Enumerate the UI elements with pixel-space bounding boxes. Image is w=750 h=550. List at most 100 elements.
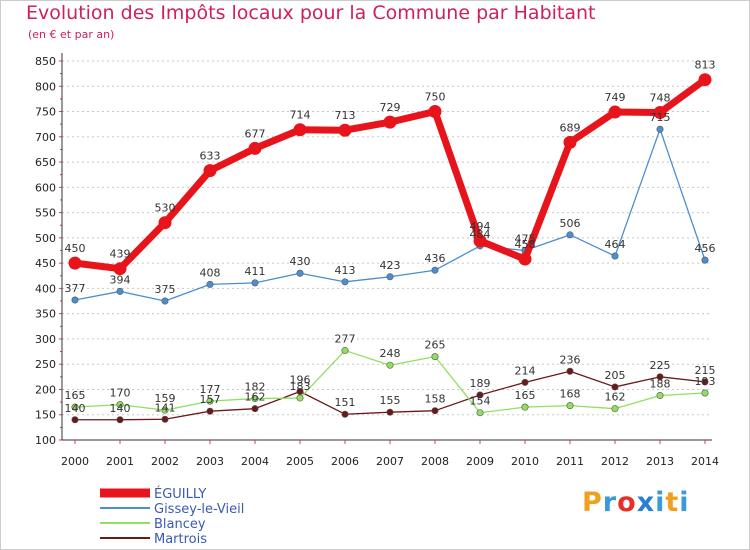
y-tick-label: 650 (35, 156, 56, 169)
data-label: 729 (380, 101, 401, 114)
data-label: 193 (695, 375, 716, 388)
y-tick-label: 150 (35, 409, 56, 422)
x-tick-label: 2001 (106, 455, 134, 468)
data-label: 456 (695, 242, 716, 255)
x-tick-label: 2007 (376, 455, 404, 468)
data-point (698, 73, 712, 87)
y-tick-label: 200 (35, 383, 56, 396)
logo-letter: r (602, 487, 618, 518)
data-label: 633 (200, 150, 221, 163)
data-point (71, 403, 79, 411)
data-label: 750 (425, 91, 446, 104)
data-label: 408 (200, 266, 221, 279)
data-label: 205 (605, 369, 626, 382)
data-point (476, 391, 484, 399)
data-point (158, 216, 172, 230)
axes: 100 150 200 250 300 350 400 450 500 550 600 650 700 7… (35, 53, 719, 468)
data-label: 439 (110, 248, 131, 261)
data-label: 423 (380, 259, 401, 272)
data-label: 430 (290, 255, 311, 268)
x-tick-label: 2012 (601, 455, 629, 468)
data-point (701, 378, 709, 386)
data-label: 170 (110, 387, 131, 400)
data-point (473, 234, 487, 248)
data-point (521, 378, 529, 386)
legend-label: Gissey-le-Vieil (154, 502, 244, 517)
data-point (563, 135, 577, 149)
data-label: 182 (245, 381, 266, 394)
data-point (566, 231, 574, 239)
data-point (431, 266, 439, 274)
data-label: 141 (155, 401, 176, 414)
data-label: 225 (650, 359, 671, 372)
y-tick-label: 350 (35, 308, 56, 321)
data-point (203, 164, 217, 178)
data-label: 749 (605, 91, 626, 104)
legend-label: Martrois (154, 532, 207, 547)
y-tick-label: 250 (35, 358, 56, 371)
data-label: 506 (560, 217, 581, 230)
x-tick-label: 2004 (241, 455, 269, 468)
data-point (341, 410, 349, 418)
proxiti-logo: Proxiti (582, 487, 690, 518)
data-point (608, 105, 622, 119)
data-label: 236 (560, 353, 581, 366)
x-tick-label: 2003 (196, 455, 224, 468)
data-label: 154 (470, 395, 491, 408)
data-point (71, 296, 79, 304)
data-point (611, 383, 619, 391)
data-point (68, 256, 82, 270)
data-point (611, 405, 619, 413)
data-point (383, 115, 397, 129)
data-point (161, 415, 169, 423)
data-label: 494 (470, 220, 491, 233)
data-label: 413 (335, 264, 356, 277)
data-label: 813 (695, 59, 716, 72)
data-point (518, 252, 532, 266)
data-point (431, 353, 439, 361)
data-label: 151 (335, 396, 356, 409)
data-point (251, 279, 259, 287)
logo-letter: i (679, 487, 690, 518)
data-label: 458 (515, 238, 536, 251)
data-point (566, 402, 574, 410)
data-label: 215 (695, 364, 716, 377)
data-point (296, 269, 304, 277)
logo-letter: x (636, 487, 656, 518)
data-label: 530 (155, 202, 176, 215)
y-tick-label: 550 (35, 207, 56, 220)
data-point (701, 256, 709, 264)
x-tick-label: 2010 (511, 455, 539, 468)
data-label: 140 (110, 402, 131, 415)
y-tick-label: 100 (35, 434, 56, 447)
data-point (338, 123, 352, 137)
data-point (161, 297, 169, 305)
data-label: 677 (245, 127, 266, 140)
data-label: 394 (110, 273, 131, 286)
data-point (116, 287, 124, 295)
data-point (293, 123, 307, 137)
data-point (656, 125, 664, 133)
data-point (113, 262, 127, 276)
x-tick-label: 2008 (421, 455, 449, 468)
data-label: 450 (65, 242, 86, 255)
data-label: 689 (560, 121, 581, 134)
data-point (566, 367, 574, 375)
data-label: 183 (290, 380, 311, 393)
x-tick-label: 2002 (151, 455, 179, 468)
legend-label: ÉGUILLY (154, 486, 206, 502)
data-point (428, 105, 442, 119)
data-label: 165 (515, 389, 536, 402)
data-label: 157 (200, 393, 221, 406)
y-tick-label: 800 (35, 80, 56, 93)
y-tick-label: 500 (35, 232, 56, 245)
y-tick-label: 600 (35, 181, 56, 194)
y-tick-label: 300 (35, 333, 56, 346)
data-point (251, 405, 259, 413)
data-labels: 450 439 530 633 677 714 713 729 750 494 458 689 749 7… (65, 59, 716, 415)
data-label: 168 (560, 388, 581, 401)
data-label: 158 (425, 393, 446, 406)
data-point (161, 406, 169, 414)
